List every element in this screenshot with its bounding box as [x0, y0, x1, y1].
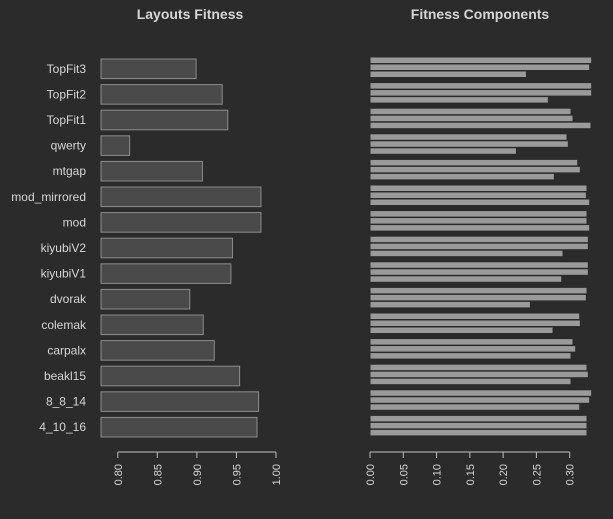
component-bar-qwerty-2 — [369, 140, 569, 148]
x-tick-label: 0.25 — [531, 464, 543, 485]
component-bar-beakl15-1 — [369, 363, 588, 372]
x-tick-label: 0.90 — [192, 464, 204, 485]
component-bar-mod-mirrored-2 — [369, 191, 587, 199]
x-tick-label: 0.05 — [398, 464, 410, 485]
category-label-mod: mod — [63, 215, 86, 229]
component-bar-mtgap-2 — [369, 165, 581, 174]
layouts-fitness-bars — [100, 58, 262, 438]
component-bar-kiyubiv1-2 — [369, 268, 589, 276]
fitness-bar-beakl15 — [100, 365, 241, 387]
category-label-mtgap: mtgap — [53, 164, 87, 178]
component-bar-4-10-16-2 — [369, 421, 588, 430]
x-tick-label: 1.00 — [271, 464, 283, 485]
category-label-beakl15: beakl15 — [44, 369, 86, 383]
component-bar-topfit3-2 — [369, 63, 591, 71]
component-bar-kiyubiv1-3 — [369, 275, 563, 283]
category-label-mod-mirrored: mod_mirrored — [11, 190, 86, 204]
component-bar-beakl15-2 — [369, 370, 589, 379]
component-bar-mod-3 — [369, 224, 591, 232]
category-label-kiyubiv1: kiyubiV1 — [41, 267, 87, 281]
fitness-bar-topfit2 — [100, 84, 223, 105]
component-bar-mod-2 — [369, 217, 588, 225]
component-bar-topfit1-2 — [369, 114, 574, 123]
component-bar-kiyubiv2-2 — [369, 242, 589, 251]
component-bar-mtgap-3 — [369, 172, 555, 181]
component-bar-topfit2-3 — [369, 96, 549, 104]
fitness-components-x-axis: 0.00 0.05 0.10 0.15 0.20 0.25 0.30 — [365, 451, 577, 485]
category-label-topfit1: TopFit1 — [47, 113, 87, 127]
category-label-colemak: colemak — [41, 318, 87, 332]
x-tick-label: 0.15 — [465, 464, 477, 485]
component-bar-topfit3-3 — [369, 70, 527, 78]
component-bar-topfit1-1 — [369, 107, 572, 116]
fitness-bar-kiyubiv2 — [100, 237, 233, 259]
component-bar-qwerty-1 — [369, 133, 568, 141]
fitness-bar-mod — [100, 212, 262, 233]
component-bar-topfit2-1 — [369, 82, 593, 90]
x-tick-label: 0.00 — [365, 464, 377, 485]
layouts-fitness-category-labels: TopFit3 TopFit2 TopFit1 qwerty mtgap mod_mirr… — [11, 62, 87, 434]
fitness-components-panel: Fitness Components 0.00 0.05 0.10 0.15 0.20 0… — [365, 6, 593, 485]
category-label-kiyubiv2: kiyubiV2 — [41, 241, 87, 255]
component-bar-kiyubiv2-1 — [369, 235, 589, 244]
component-bar-dvorak-1 — [369, 286, 588, 295]
component-bar-topfit1-3 — [369, 121, 592, 130]
fitness-bar-4-10-16 — [100, 416, 258, 438]
fitness-bar-topfit1 — [100, 109, 229, 131]
component-bar-mod-mirrored-1 — [369, 184, 588, 192]
fitness-bar-qwerty — [100, 135, 131, 156]
category-label-8-8-14: 8_8_14 — [46, 395, 86, 409]
component-bar-mtgap-1 — [369, 158, 579, 167]
layouts-fitness-panel: Layouts Fitness TopFit3 TopFit2 TopFit1 qwe… — [11, 6, 283, 485]
fitness-bar-topfit3 — [100, 58, 197, 80]
component-bar-topfit3-1 — [369, 56, 593, 64]
component-bar-colemak-3 — [369, 326, 554, 334]
component-bar-beakl15-3 — [369, 377, 572, 386]
x-tick-label: 0.20 — [498, 464, 510, 485]
component-bar-colemak-2 — [369, 319, 581, 327]
fitness-bar-carpalx — [100, 340, 215, 361]
component-bar-colemak-1 — [369, 312, 581, 320]
component-bar-carpalx-1 — [369, 338, 574, 346]
x-tick-label: 0.80 — [113, 464, 125, 485]
fitness-bar-8-8-14 — [100, 391, 260, 412]
component-bar-4-10-16-1 — [369, 414, 588, 423]
x-tick-label: 0.10 — [432, 464, 444, 485]
category-label-qwerty: qwerty — [51, 139, 86, 153]
category-label-dvorak: dvorak — [50, 292, 87, 306]
category-label-topfit2: TopFit2 — [47, 87, 87, 101]
layouts-fitness-x-axis: 0.80 0.85 0.90 0.95 1.00 — [113, 451, 283, 485]
component-bar-carpalx-3 — [369, 352, 572, 360]
fitness-bar-dvorak — [100, 288, 191, 310]
component-bar-mod-1 — [369, 210, 588, 218]
x-tick-label: 0.85 — [152, 464, 164, 485]
component-bar-kiyubiv2-3 — [369, 249, 564, 258]
x-tick-label: 0.95 — [231, 464, 243, 485]
component-bar-dvorak-2 — [369, 293, 587, 302]
x-tick-label: 0.30 — [565, 464, 577, 485]
category-label-carpalx: carpalx — [47, 343, 86, 357]
component-bar-8-8-14-1 — [369, 389, 593, 397]
component-bar-dvorak-3 — [369, 300, 531, 309]
fitness-components-bars — [369, 56, 593, 437]
fitness-bar-colemak — [100, 314, 204, 336]
layouts-fitness-title: Layouts Fitness — [137, 6, 244, 22]
category-label-4-10-16: 4_10_16 — [39, 420, 86, 434]
component-bar-topfit2-2 — [369, 89, 593, 97]
component-bar-carpalx-2 — [369, 345, 577, 353]
fitness-bar-mtgap — [100, 160, 203, 182]
component-bar-4-10-16-3 — [369, 428, 588, 437]
fitness-bar-kiyubiv1 — [100, 263, 232, 284]
fitness-components-title: Fitness Components — [411, 6, 550, 22]
category-label-topfit3: TopFit3 — [47, 62, 87, 76]
component-bar-8-8-14-2 — [369, 396, 591, 404]
component-bar-qwerty-3 — [369, 147, 517, 155]
component-bar-kiyubiv1-1 — [369, 261, 589, 269]
fitness-bar-mod-mirrored — [100, 186, 262, 208]
component-bar-8-8-14-3 — [369, 403, 581, 411]
component-bar-mod-mirrored-3 — [369, 198, 591, 206]
